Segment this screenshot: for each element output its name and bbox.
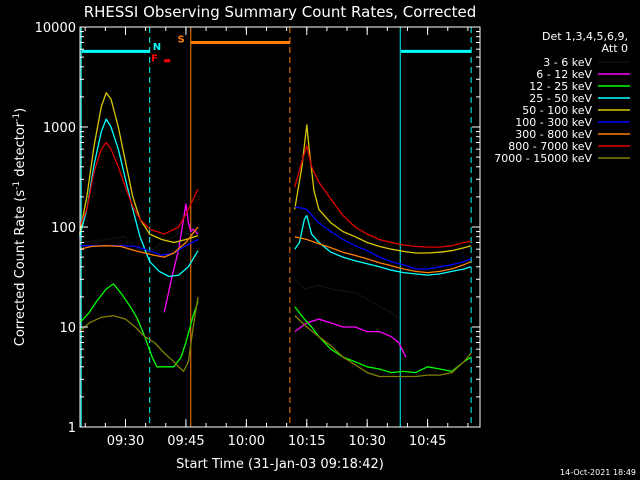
y-tick-label: 1 [68, 421, 76, 436]
flag-label-s: S [177, 34, 184, 45]
series-line-a-2 [163, 203, 199, 313]
legend-label: 7000 - 15000 keV [494, 152, 592, 165]
series-line-a-7 [79, 226, 199, 258]
x-tick-label: 09:45 [167, 434, 204, 449]
series-line-b-4 [294, 214, 472, 276]
flag-label-n: N [153, 42, 161, 53]
series-line-b-5 [294, 124, 472, 254]
series-line-b-9 [294, 315, 472, 378]
flag-label-f: F [151, 54, 158, 65]
series-line-a-4 [78, 118, 199, 278]
series-line-b-3 [294, 306, 472, 374]
x-tick-label: 10:00 [228, 434, 265, 449]
plot-area: N S F [78, 27, 472, 427]
y-label-part: -1 [12, 181, 22, 190]
series-line-a-1 [79, 228, 199, 254]
y-label-part: detector [13, 121, 28, 181]
series-line-b-1 [294, 278, 400, 320]
chart-title: RHESSI Observing Summary Count Rates, Co… [84, 3, 477, 21]
legend-label: 100 - 300 keV [515, 116, 592, 129]
series-line-a-8 [78, 141, 199, 235]
y-tick-label: 10 [59, 321, 76, 336]
y-label-part: Corrected Count Rate (s [13, 190, 28, 347]
legend-header: Det 1,3,4,5,6,9, [542, 30, 628, 43]
series-line-b-6 [294, 205, 472, 270]
legend-label: 25 - 50 keV [529, 92, 592, 105]
x-tick-label: 09:30 [107, 434, 144, 449]
series-line-b-2 [294, 318, 407, 358]
legend-label: 800 - 7000 keV [508, 140, 592, 153]
legend-label: 50 - 100 keV [522, 104, 592, 117]
timestamp: 14-Oct-2021 18:49 [560, 468, 636, 477]
y-tick-label: 100 [51, 221, 76, 236]
series-line-a-5 [78, 92, 199, 244]
axes: 1 10 100 1000 10000 09:30 09:45 10:00 10:15 10:30… [35, 21, 480, 449]
x-tick-label: 10:15 [288, 434, 325, 449]
series-line-a-9 [79, 296, 199, 373]
x-tick-label: 10:45 [409, 434, 446, 449]
y-axis-label: Corrected Count Rate (s-1 detector-1) [12, 108, 28, 346]
legend-label: 12 - 25 keV [529, 80, 592, 93]
y-tick-label: 1000 [43, 121, 76, 136]
y-label-part: ) [13, 108, 28, 113]
legend-label: 300 - 800 keV [515, 128, 592, 141]
x-axis-label: Start Time (31-Jan-03 09:18:42) [176, 457, 384, 472]
legend-label: 6 - 12 keV [536, 68, 592, 81]
x-tick-label: 10:30 [348, 434, 385, 449]
series-line-b-8 [294, 145, 472, 248]
y-tick-label: 10000 [35, 21, 76, 36]
legend-header: Att 0 [602, 42, 628, 55]
series-line-b-7 [294, 236, 472, 274]
y-label-part: -1 [12, 113, 22, 122]
legend-label: 3 - 6 keV [543, 56, 592, 69]
